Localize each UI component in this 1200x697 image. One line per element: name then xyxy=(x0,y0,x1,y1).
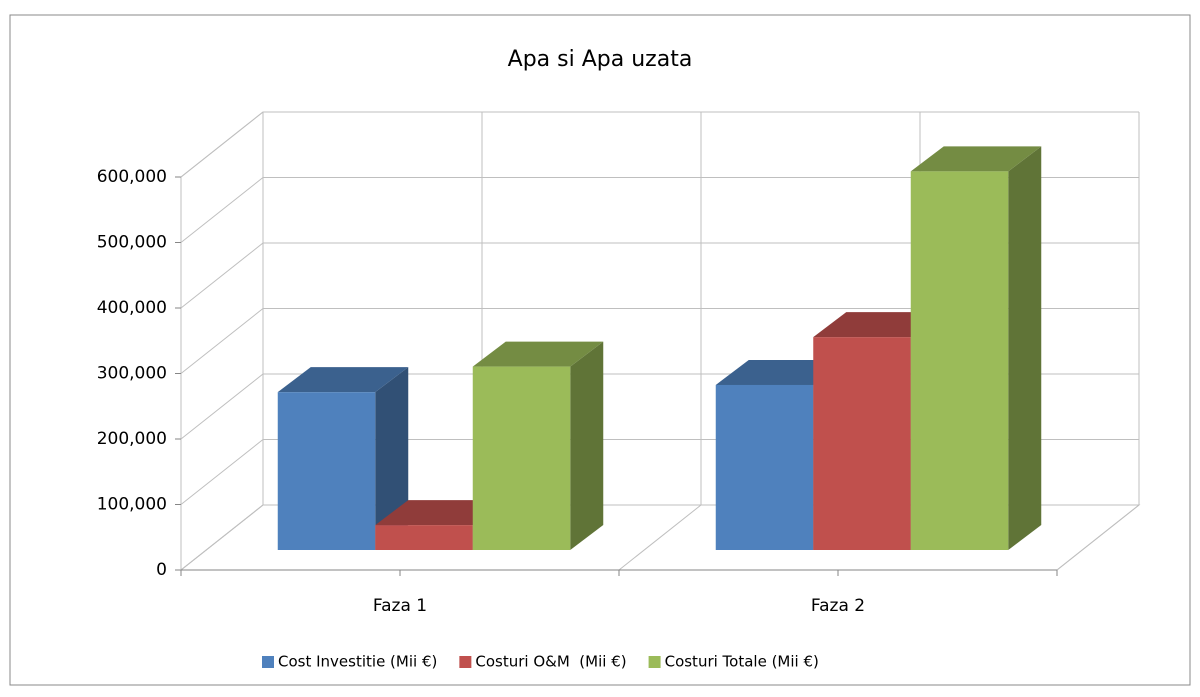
y-tick-label: 200,000 xyxy=(97,429,167,449)
grid-line xyxy=(180,111,1139,178)
y-tick-label: 0 xyxy=(156,560,167,580)
bar xyxy=(715,384,814,550)
legend-swatch xyxy=(262,656,274,668)
bar-side xyxy=(1008,146,1042,550)
bar xyxy=(277,392,376,550)
floor-line xyxy=(618,504,702,571)
bar xyxy=(910,171,1009,550)
bar-top xyxy=(472,341,604,367)
y-tick-label: 600,000 xyxy=(97,167,167,187)
x-tick-label: Faza 2 xyxy=(811,596,865,616)
y-tick-label: 100,000 xyxy=(97,495,167,515)
y-tick-label: 400,000 xyxy=(97,298,167,318)
y-tick-label: 500,000 xyxy=(97,233,167,253)
bar xyxy=(813,337,911,550)
grid-line xyxy=(180,308,1139,374)
bar-side xyxy=(375,367,409,550)
grid-line xyxy=(180,242,1139,309)
grid-line xyxy=(180,177,1139,243)
bar-top xyxy=(910,146,1042,172)
chart-title: Apa si Apa uzata xyxy=(508,47,693,72)
legend-swatch xyxy=(648,656,661,668)
y-tick-label: 300,000 xyxy=(97,364,167,384)
bar-top xyxy=(277,367,409,393)
legend-label: Costuri O&M (Mii €) xyxy=(475,653,626,671)
floor-line xyxy=(1056,504,1140,571)
legend-label: Costuri Totale (Mii €) xyxy=(665,653,819,671)
legend-label: Cost Investitie (Mii €) xyxy=(278,653,437,671)
x-tick-label: Faza 1 xyxy=(373,596,427,616)
bar-side xyxy=(570,341,604,550)
bar xyxy=(375,525,473,550)
bar xyxy=(472,366,571,550)
legend-swatch xyxy=(459,656,472,668)
